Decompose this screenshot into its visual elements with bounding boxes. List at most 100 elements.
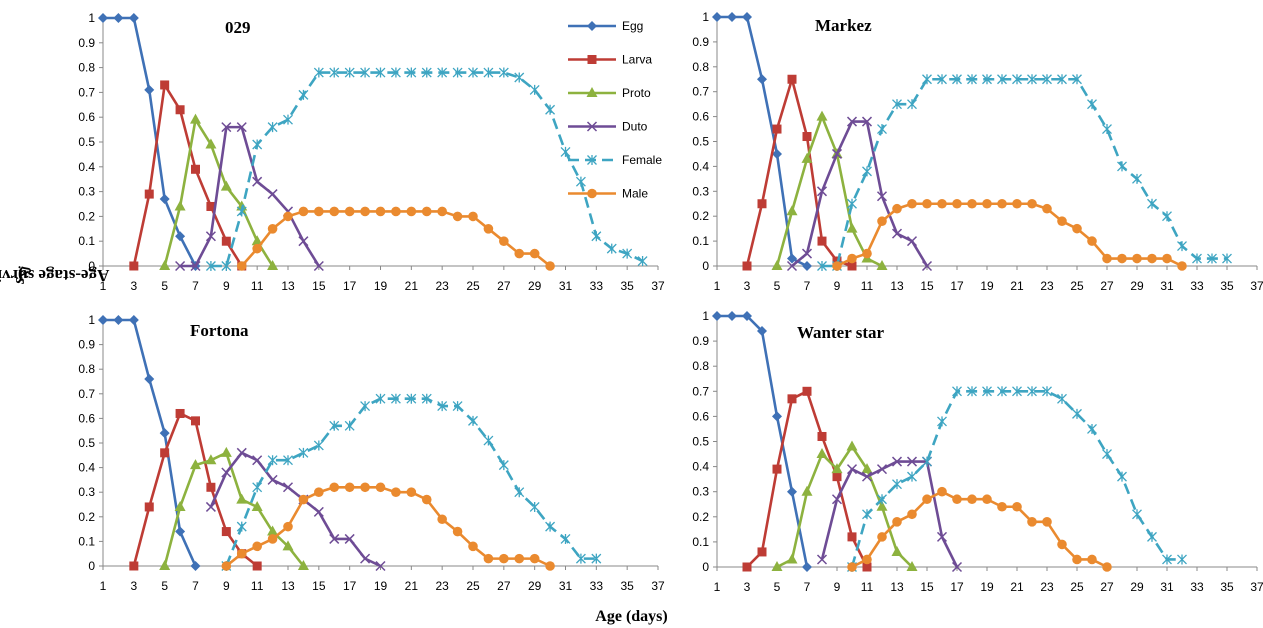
data-point bbox=[1072, 554, 1082, 565]
legend-label: Female bbox=[622, 153, 662, 167]
data-point bbox=[951, 561, 963, 573]
data-point bbox=[236, 122, 247, 133]
data-point bbox=[831, 148, 843, 159]
data-point bbox=[452, 526, 463, 537]
data-point bbox=[390, 393, 401, 404]
y-tick-label: 1 bbox=[702, 309, 709, 323]
x-tick-label: 33 bbox=[590, 579, 604, 593]
data-point bbox=[772, 148, 782, 159]
data-point bbox=[267, 122, 278, 133]
data-point bbox=[982, 74, 992, 85]
data-point bbox=[712, 311, 722, 321]
data-point bbox=[375, 482, 386, 493]
y-tick-label: 0.1 bbox=[692, 234, 709, 248]
data-point bbox=[877, 532, 887, 542]
data-point bbox=[344, 206, 355, 217]
x-tick-label: 35 bbox=[620, 279, 634, 293]
y-tick-label: 0.8 bbox=[78, 61, 95, 75]
data-point bbox=[514, 248, 525, 259]
data-point bbox=[817, 431, 827, 441]
x-tick-label: 17 bbox=[343, 579, 357, 593]
y-tick-label: 0 bbox=[88, 259, 95, 273]
y-tick-label: 0.3 bbox=[78, 185, 95, 199]
x-tick-label: 11 bbox=[251, 279, 264, 293]
data-point bbox=[375, 206, 386, 217]
data-point bbox=[220, 180, 232, 191]
data-point bbox=[406, 67, 417, 78]
x-tick-label: 33 bbox=[1190, 580, 1204, 594]
data-point bbox=[877, 216, 887, 226]
data-point bbox=[360, 482, 370, 493]
series-line bbox=[163, 451, 305, 567]
x-tick-label: 3 bbox=[744, 580, 751, 594]
data-point bbox=[406, 487, 417, 498]
x-tick-label: 3 bbox=[744, 279, 751, 293]
data-point bbox=[816, 110, 828, 121]
data-point bbox=[982, 386, 992, 397]
data-point bbox=[1072, 408, 1082, 419]
data-point bbox=[846, 440, 858, 451]
data-point bbox=[129, 561, 139, 571]
series-male bbox=[236, 206, 555, 271]
data-point bbox=[997, 74, 1007, 85]
x-tick-label: 11 bbox=[251, 579, 264, 593]
series-female bbox=[847, 386, 1187, 572]
data-point bbox=[1102, 449, 1112, 460]
y-axis-label-suffix: ) bbox=[18, 266, 24, 286]
x-tick-label: 35 bbox=[1220, 580, 1234, 594]
data-point bbox=[298, 89, 309, 100]
data-point bbox=[483, 435, 494, 446]
chart-title: Fortona bbox=[190, 321, 249, 340]
x-tick-label: 5 bbox=[774, 580, 781, 594]
data-point bbox=[1012, 501, 1022, 512]
data-point bbox=[1042, 203, 1052, 214]
data-point bbox=[545, 561, 555, 571]
data-point bbox=[891, 456, 903, 467]
data-point bbox=[437, 514, 447, 525]
data-point bbox=[802, 261, 812, 271]
data-point bbox=[159, 560, 171, 570]
data-point bbox=[560, 146, 571, 157]
legend-marker bbox=[586, 87, 598, 97]
series-line bbox=[180, 125, 320, 268]
data-point bbox=[313, 67, 324, 78]
x-tick-label: 7 bbox=[804, 580, 811, 594]
series-larva bbox=[129, 408, 262, 571]
data-point bbox=[1027, 198, 1037, 209]
data-point bbox=[1087, 236, 1097, 246]
data-point bbox=[1012, 386, 1022, 397]
data-point bbox=[757, 547, 767, 557]
data-point bbox=[1132, 509, 1142, 520]
data-point bbox=[937, 198, 947, 209]
x-tick-label: 19 bbox=[980, 279, 994, 293]
data-point bbox=[1192, 253, 1202, 264]
legend-label: Egg bbox=[622, 19, 643, 33]
data-point bbox=[801, 485, 813, 496]
data-point bbox=[1102, 562, 1112, 572]
data-point bbox=[1057, 393, 1067, 404]
x-tick-label: 37 bbox=[1250, 279, 1263, 293]
data-point bbox=[267, 525, 279, 536]
legend-label: Proto bbox=[622, 86, 651, 100]
x-tick-label: 13 bbox=[890, 279, 904, 293]
data-point bbox=[560, 533, 571, 544]
data-point bbox=[1012, 74, 1022, 85]
legend-marker bbox=[586, 121, 598, 132]
data-point bbox=[159, 194, 170, 205]
data-point bbox=[817, 236, 827, 246]
x-tick-label: 9 bbox=[223, 279, 230, 293]
data-point bbox=[862, 166, 872, 177]
x-tick-label: 29 bbox=[1130, 580, 1144, 594]
data-point bbox=[175, 408, 185, 418]
data-point bbox=[437, 206, 447, 217]
x-tick-label: 3 bbox=[130, 579, 137, 593]
data-point bbox=[267, 260, 279, 270]
data-point bbox=[344, 420, 355, 431]
data-point bbox=[452, 401, 463, 412]
data-point bbox=[421, 67, 432, 78]
data-point bbox=[742, 562, 752, 572]
x-tick-label: 9 bbox=[223, 579, 230, 593]
data-point bbox=[1177, 554, 1187, 565]
chart-panel-2: 00.10.20.30.40.50.60.70.80.911 3 5 7 9 11 13 15… bbox=[692, 10, 1263, 293]
